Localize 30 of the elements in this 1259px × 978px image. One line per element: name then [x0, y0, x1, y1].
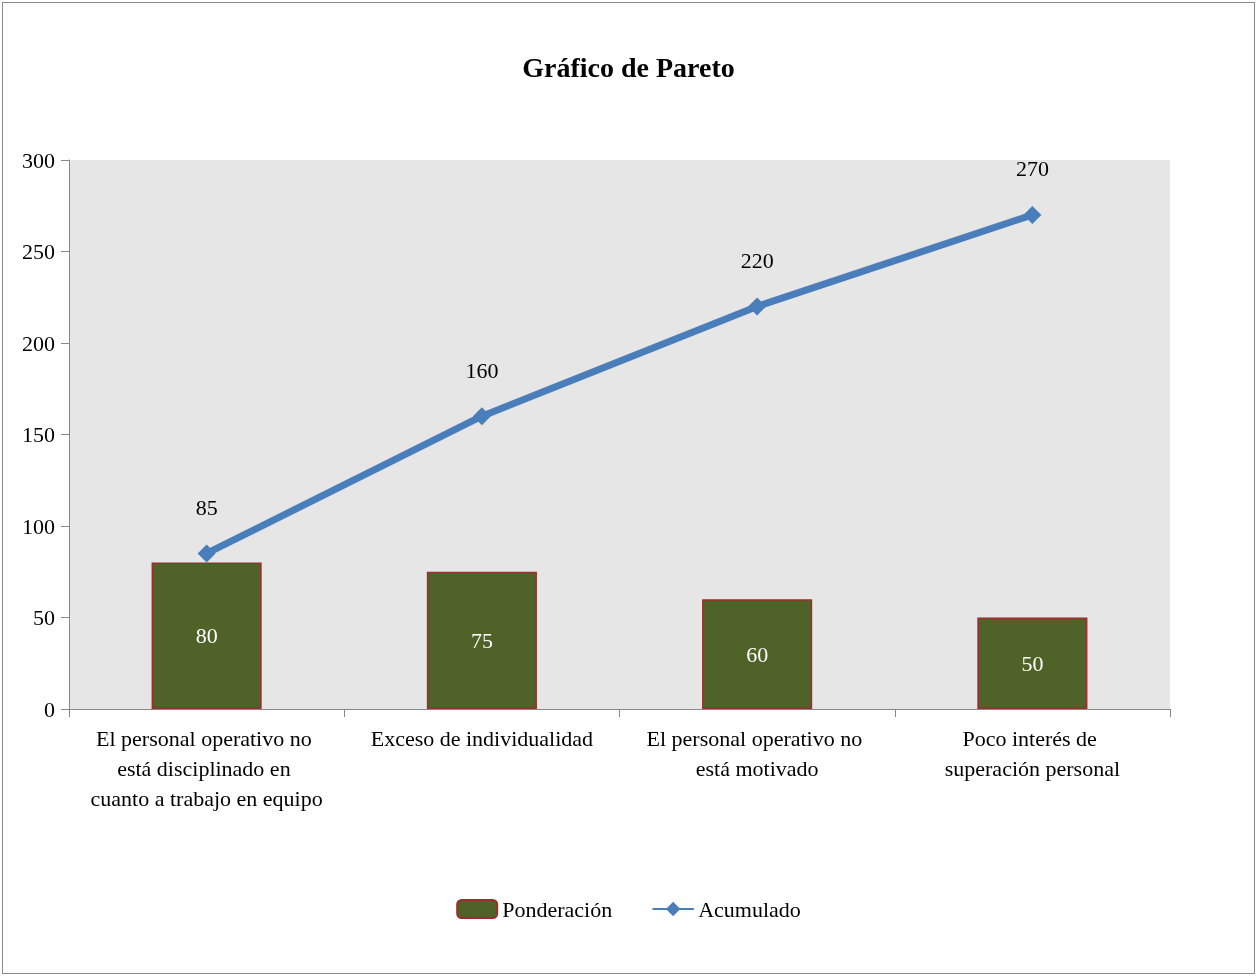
x-tick-label: El personal operativo no está disciplinado en cuanto a trabajo en equipo — [90, 725, 323, 811]
bar — [426, 571, 537, 709]
x-tick-label: El personal operativo no está motivado — [646, 725, 868, 781]
legend-label: Ponderación — [502, 896, 613, 922]
data-label: 80 — [195, 623, 218, 649]
point — [472, 407, 491, 426]
x-tick-label: Exceso de individualidad — [370, 725, 594, 751]
data-label: 60 — [746, 641, 769, 667]
x-tick-label: Poco interés de superación personal — [944, 725, 1121, 781]
y-tick-label: 50 — [33, 605, 55, 630]
bar — [151, 562, 262, 709]
legend-label: Acumulado — [698, 896, 801, 922]
bar — [977, 617, 1088, 709]
y-tick-label: 250 — [22, 239, 55, 264]
y-tick-label: 300 — [22, 147, 55, 173]
point — [197, 544, 216, 563]
data-label: 160 — [465, 357, 499, 383]
data-label: 270 — [1015, 156, 1049, 182]
data-label: 50 — [1021, 650, 1044, 676]
data-label: 75 — [470, 627, 493, 653]
bar — [702, 599, 813, 709]
point — [1023, 205, 1042, 224]
y-tick-label: 200 — [22, 330, 55, 356]
data-label: 220 — [740, 247, 774, 273]
chart-title: Gráfico de Pareto — [522, 51, 735, 83]
point — [748, 297, 767, 316]
data-label: 85 — [195, 494, 218, 520]
y-tick-label: 0 — [44, 696, 55, 722]
y-tick-label: 100 — [22, 513, 55, 539]
y-tick-label: 150 — [22, 422, 55, 447]
